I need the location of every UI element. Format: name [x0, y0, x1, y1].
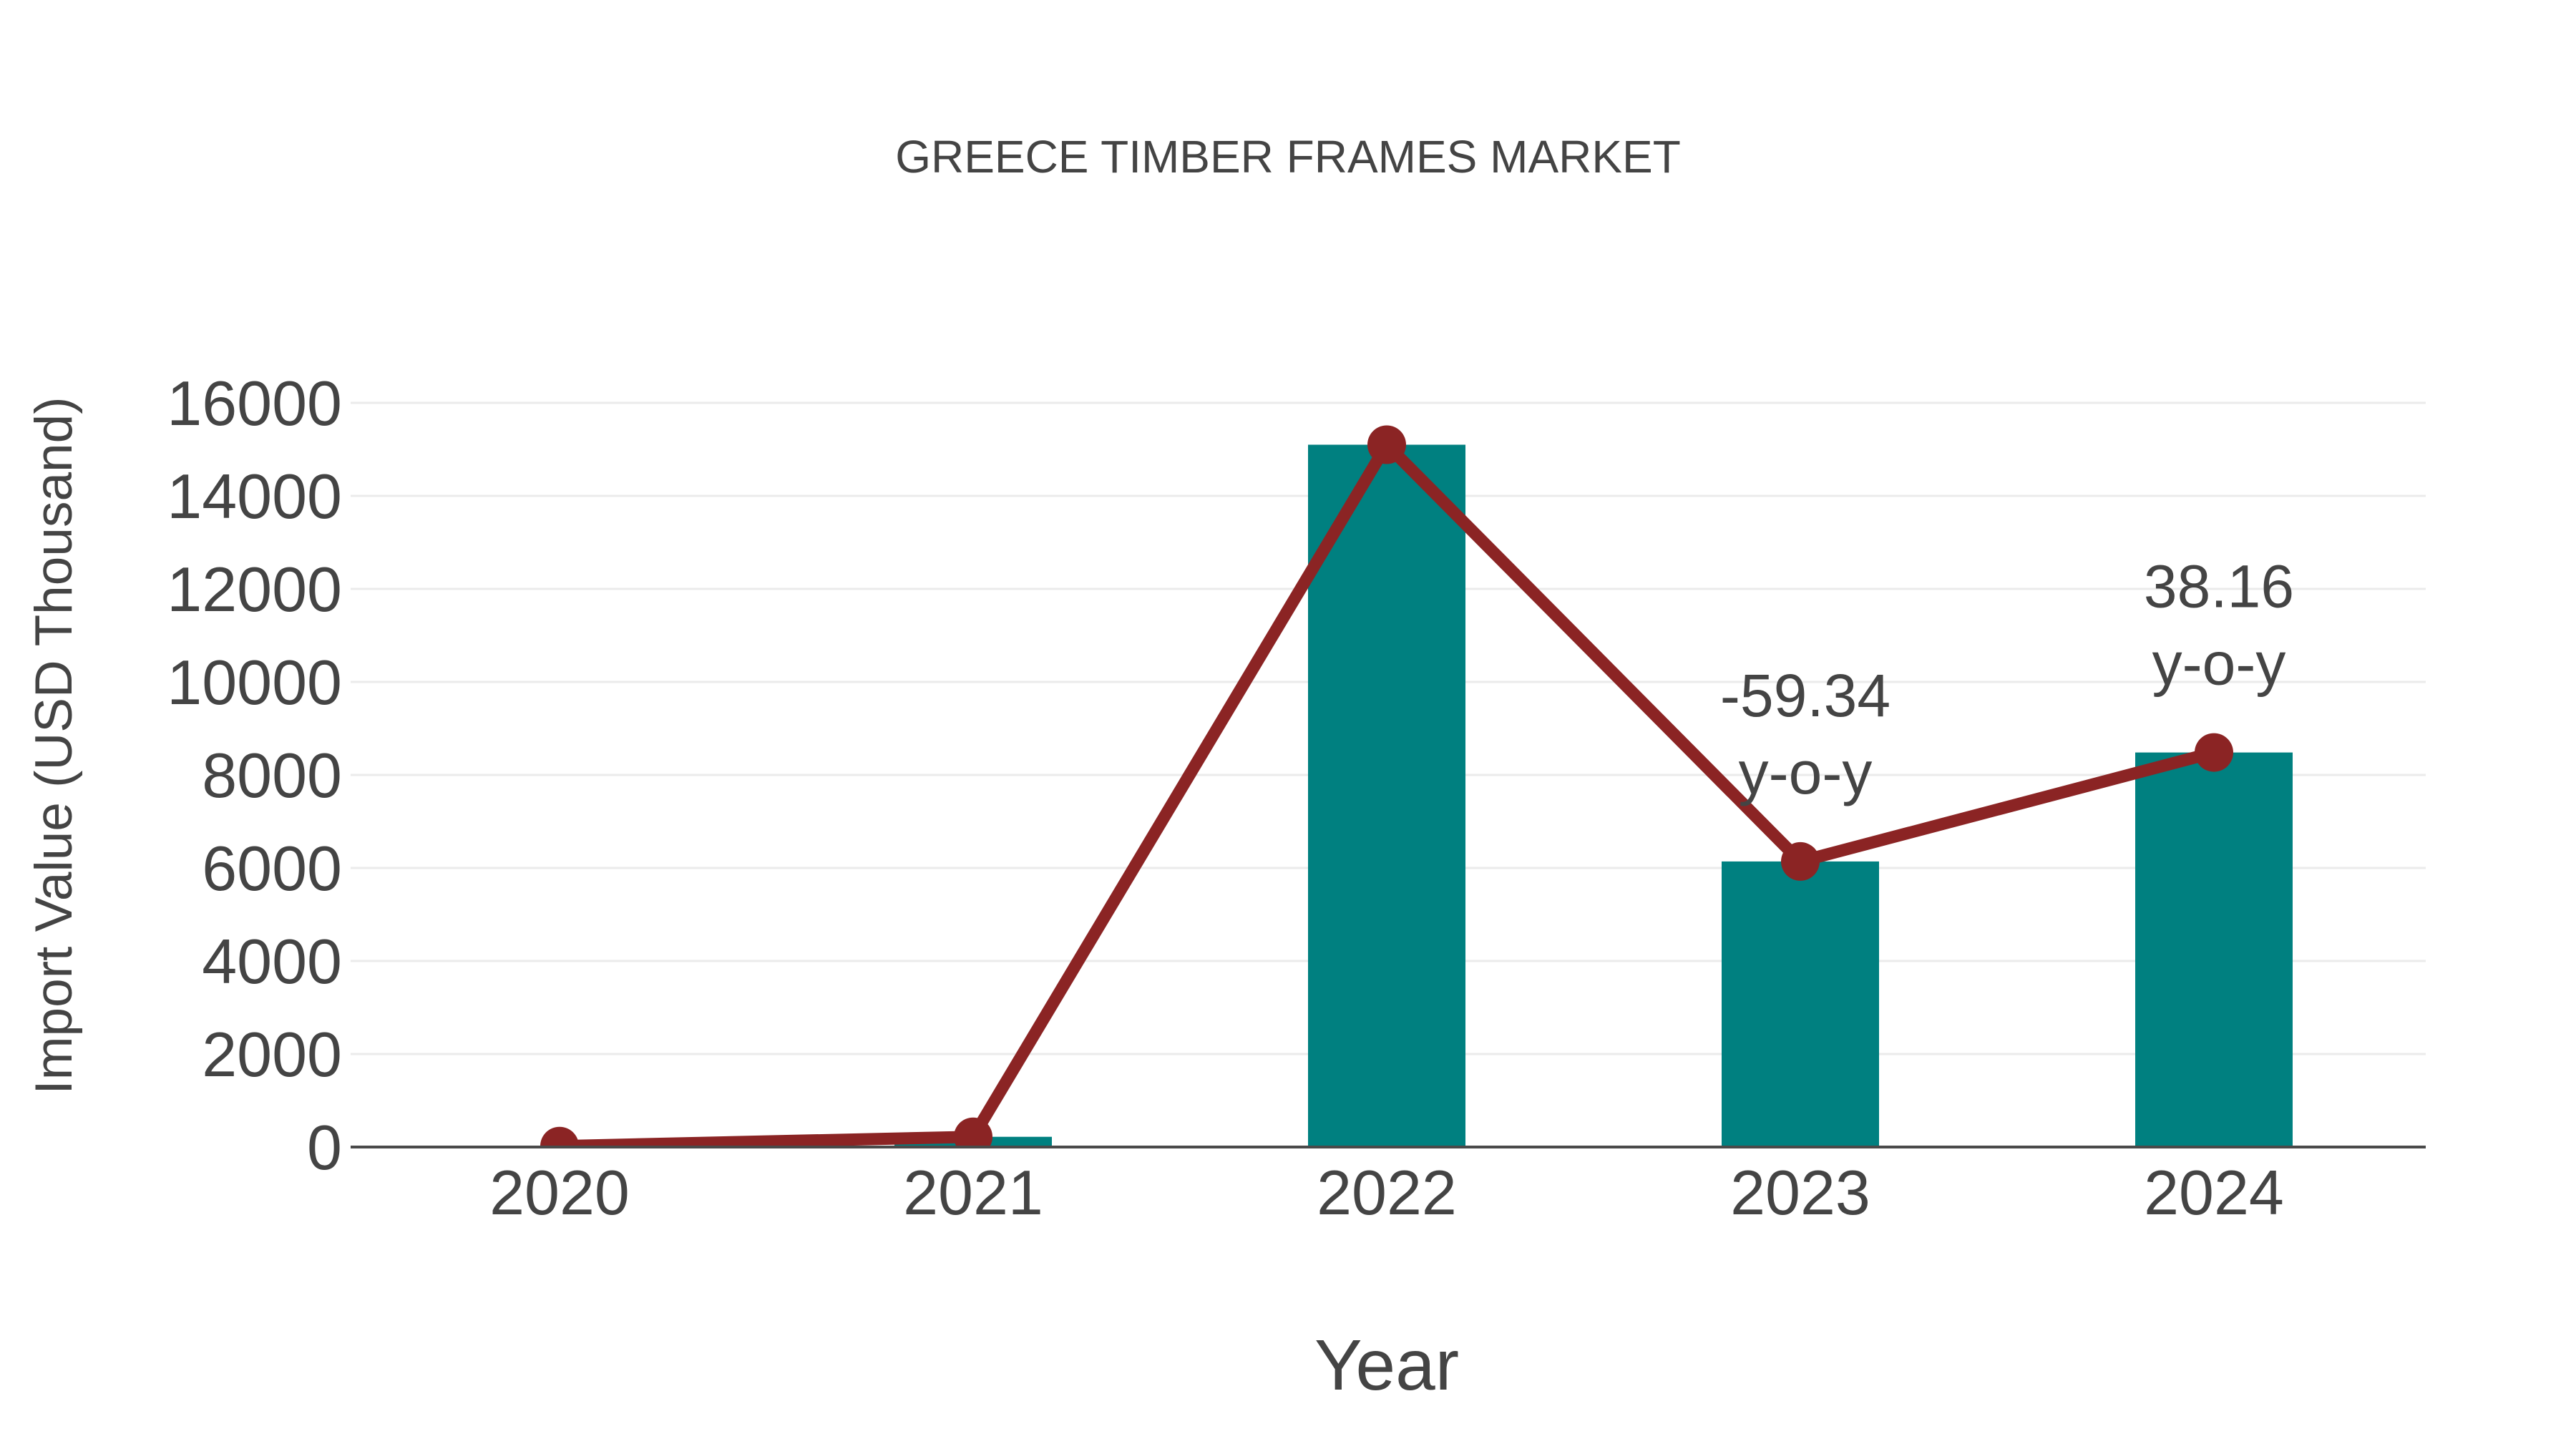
bar-2024 — [2135, 752, 2293, 1147]
y-tick-14000: 14000 — [167, 461, 342, 532]
bar-2022 — [1308, 444, 1465, 1147]
y-tick-16000: 16000 — [167, 368, 342, 439]
y-axis-tick-labels: 0 2000 4000 6000 8000 10000 12000 14000 16000 — [167, 368, 342, 1183]
y-tick-0: 0 — [307, 1112, 342, 1183]
x-axis-title: Year — [1314, 1325, 1459, 1405]
bar-series — [481, 444, 2293, 1147]
marker-2021 — [954, 1117, 992, 1147]
bar-2023 — [1722, 861, 1879, 1147]
annotation-2024-line2: y-o-y — [2152, 630, 2286, 698]
y-tick-12000: 12000 — [167, 554, 342, 625]
marker-2022 — [1367, 425, 1406, 464]
y-tick-6000: 6000 — [202, 833, 342, 904]
x-axis-tick-labels: 2020 2021 2022 2023 2024 — [489, 1157, 2284, 1228]
y-tick-10000: 10000 — [167, 647, 342, 718]
annotation-2024-line1: 38.16 — [2144, 553, 2294, 620]
annotation-2023-line1: -59.34 — [1720, 662, 1890, 729]
marker-2023 — [1781, 841, 1820, 881]
x-tick-2022: 2022 — [1317, 1157, 1457, 1228]
y-tick-8000: 8000 — [202, 740, 342, 811]
x-tick-2020: 2020 — [489, 1157, 630, 1228]
chart-title: GREECE TIMBER FRAMES MARKET — [895, 131, 1681, 182]
y-axis-title: Import Value (USD Thousand) — [25, 396, 83, 1094]
annotation-2023-line2: y-o-y — [1739, 739, 1873, 806]
marker-2024 — [2195, 733, 2233, 772]
y-tick-2000: 2000 — [202, 1019, 342, 1090]
x-tick-2024: 2024 — [2144, 1157, 2284, 1228]
x-tick-2023: 2023 — [1730, 1157, 1870, 1228]
marker-2020 — [540, 1126, 579, 1147]
annotations: -59.34 y-o-y 38.16 y-o-y — [1720, 553, 2294, 806]
y-tick-4000: 4000 — [202, 926, 342, 997]
line-series — [540, 425, 2233, 1147]
x-tick-2021: 2021 — [903, 1157, 1043, 1228]
